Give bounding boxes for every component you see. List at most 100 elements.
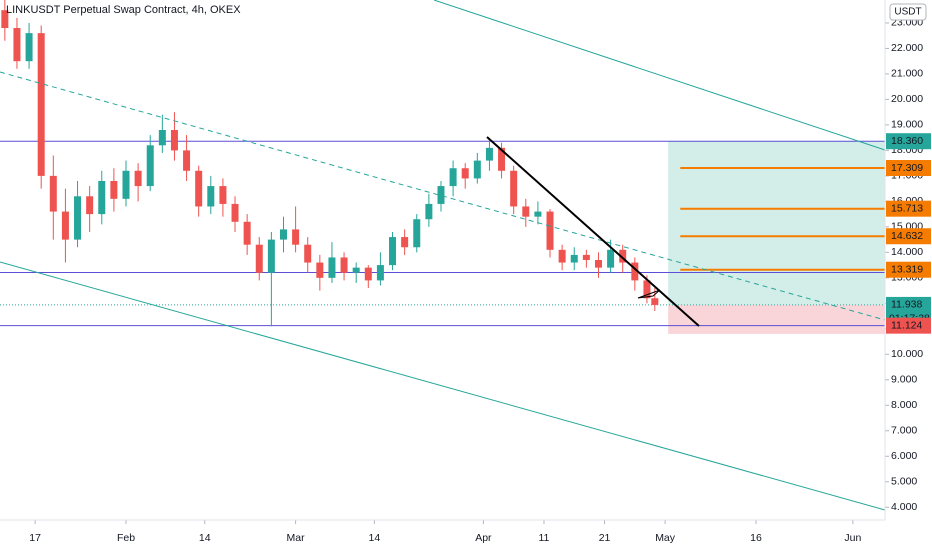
candle-body: [279, 229, 287, 240]
candle-body: [61, 211, 69, 240]
candle-body: [195, 170, 203, 207]
candle-body: [110, 180, 118, 199]
candle-body: [255, 244, 263, 273]
candle-body: [534, 211, 542, 217]
candle-body: [183, 150, 191, 171]
y-tick-label: 7.000: [891, 425, 917, 437]
candle-body: [231, 203, 239, 222]
x-tick-label: 14: [369, 532, 381, 544]
candle-body: [425, 203, 433, 220]
candle-body: [473, 160, 481, 179]
candle-body: [219, 186, 227, 204]
candle-body: [607, 249, 615, 268]
candle-body: [37, 33, 45, 176]
candle-body: [86, 196, 94, 215]
candle-body: [207, 186, 215, 207]
candle-body: [304, 244, 312, 263]
candle-body: [401, 237, 409, 248]
candle-body: [292, 229, 300, 245]
candle-body: [170, 130, 178, 151]
candle-body: [13, 28, 21, 62]
x-tick-label: Apr: [475, 532, 492, 544]
candle-body: [25, 33, 33, 62]
x-tick-label: Jun: [844, 532, 861, 544]
x-tick-label: 14: [199, 532, 211, 544]
price-tag: [886, 317, 931, 334]
x-tick-label: 21: [599, 532, 611, 544]
price-tag-label: 13.319: [891, 263, 923, 275]
candle-body: [158, 130, 166, 146]
price-tag-label: 17.309: [891, 162, 923, 174]
price-tag-label: 11.124: [891, 319, 922, 331]
x-tick-label: 11: [539, 532, 550, 544]
candle-body: [316, 262, 324, 278]
candle-body: [49, 175, 57, 212]
x-tick-label: May: [655, 532, 676, 544]
candle-body: [570, 254, 578, 263]
currency: USDT: [894, 7, 921, 18]
y-tick-label: 9.000: [891, 374, 917, 386]
candle-body: [98, 180, 106, 215]
price-tag-label: 15.713: [891, 202, 923, 214]
candle-body: [449, 168, 457, 187]
candle-body: [631, 262, 639, 281]
candle-body: [546, 211, 554, 250]
candle-body: [243, 221, 251, 245]
price-tag: [886, 200, 931, 217]
candle-body: [498, 147, 506, 171]
candle-body: [643, 280, 651, 299]
candle-body: [522, 206, 530, 217]
candle-body: [651, 298, 659, 305]
candle-body: [437, 186, 445, 204]
candle-body: [594, 260, 602, 268]
x-tick-label: 16: [750, 532, 762, 544]
candle-body: [619, 249, 627, 263]
candle-body: [352, 267, 360, 273]
y-tick-label: 19.000: [891, 119, 923, 131]
candle-body: [510, 170, 518, 207]
currency-box[interactable]: [889, 3, 927, 21]
price-tag: [886, 261, 931, 278]
candle-body: [376, 265, 384, 281]
candle-body: [146, 145, 154, 187]
x-tick-label: Mar: [287, 532, 306, 544]
candle-body: [328, 257, 336, 278]
candle-body: [461, 168, 469, 179]
chart-title: LINKUSDT Perpetual Swap Contract, 4h, OK…: [6, 4, 241, 16]
y-tick-label: 22.000: [891, 42, 923, 54]
candle-body: [485, 147, 493, 161]
candle-body: [582, 254, 590, 260]
candle-body: [340, 257, 348, 273]
channel-line: [433, 0, 886, 151]
candle-body: [74, 196, 82, 240]
profit-zone: [668, 141, 885, 305]
y-tick-label: 6.000: [891, 450, 917, 462]
y-tick-label: 21.000: [891, 68, 923, 80]
y-tick-label: 5.000: [891, 476, 917, 488]
y-tick-label: 20.000: [891, 93, 923, 105]
candle-body: [122, 170, 130, 199]
trend-line: [486, 136, 700, 327]
price-tag: [886, 160, 931, 177]
price-tag: [886, 228, 931, 245]
x-tick-label: 17: [29, 532, 41, 544]
x-tick-label: Feb: [117, 532, 135, 544]
wedge: [637, 289, 661, 299]
candle-body: [413, 219, 421, 248]
price-tag: [886, 133, 931, 150]
price-tag-label: 11.938: [891, 299, 922, 311]
loss-zone: [668, 304, 885, 334]
candle-body: [389, 237, 397, 266]
price-tag-label: 14.632: [891, 230, 923, 242]
candle-body: [1, 10, 9, 29]
candle-body: [558, 249, 566, 263]
y-tick-label: 8.000: [891, 399, 917, 411]
candle-body: [267, 239, 275, 273]
y-tick-label: 4.000: [891, 501, 917, 513]
channel-line: [0, 261, 886, 511]
candle-body: [364, 267, 372, 281]
y-tick-label: 10.000: [891, 348, 923, 360]
candle-body: [134, 170, 142, 187]
y-tick-label: 14.000: [891, 246, 923, 258]
